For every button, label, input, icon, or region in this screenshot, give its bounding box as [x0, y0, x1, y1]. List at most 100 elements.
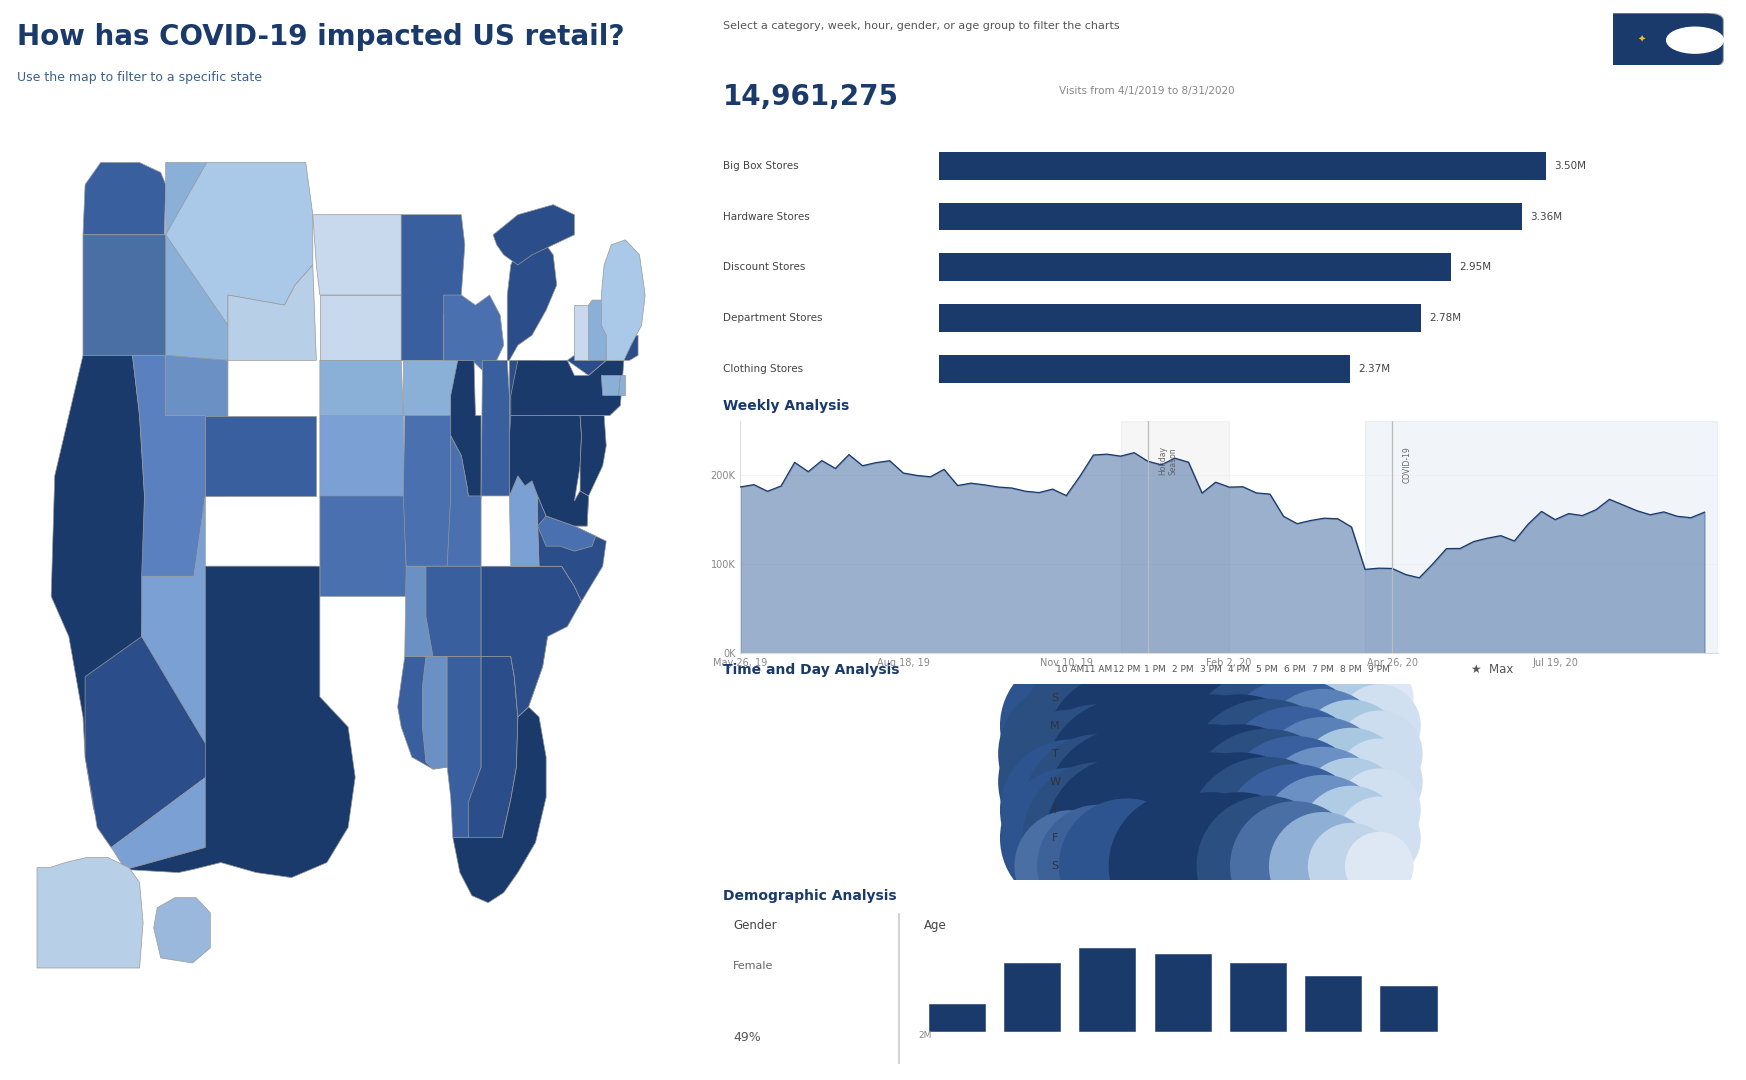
Point: [1084, 829, 1112, 847]
Point: [1310, 858, 1337, 875]
Text: 3 PM: 3 PM: [1200, 665, 1222, 674]
Point: [1282, 717, 1310, 734]
Text: Select a category, week, hour, gender, or age group to filter the charts: Select a category, week, hour, gender, o…: [723, 21, 1119, 30]
FancyBboxPatch shape: [1381, 986, 1437, 1030]
Polygon shape: [512, 606, 548, 717]
FancyBboxPatch shape: [1079, 948, 1135, 1030]
Point: [1084, 745, 1112, 762]
Text: Department Stores: Department Stores: [723, 313, 822, 323]
Point: [1084, 858, 1112, 875]
Point: [1337, 829, 1365, 847]
Point: [1365, 689, 1393, 706]
Point: [1282, 829, 1310, 847]
Point: [1226, 745, 1254, 762]
Text: ✦: ✦: [1638, 35, 1646, 45]
Text: 3.50M: 3.50M: [1554, 161, 1587, 171]
Point: [1196, 801, 1224, 819]
FancyBboxPatch shape: [1004, 963, 1060, 1030]
Point: [1282, 745, 1310, 762]
Text: 7 PM: 7 PM: [1313, 665, 1334, 674]
Text: ★  Max: ★ Max: [1470, 663, 1514, 676]
Polygon shape: [84, 162, 166, 234]
Text: 2.37M: 2.37M: [1358, 364, 1390, 374]
FancyBboxPatch shape: [1304, 976, 1362, 1030]
Point: [1168, 801, 1196, 819]
Text: Visits from 4/1/2019 to 8/31/2020: Visits from 4/1/2019 to 8/31/2020: [1060, 85, 1234, 95]
Point: [1084, 773, 1112, 791]
Text: 4 PM: 4 PM: [1227, 665, 1250, 674]
Point: [1140, 745, 1168, 762]
Point: [1254, 773, 1282, 791]
Point: [1168, 689, 1196, 706]
Point: [1056, 717, 1084, 734]
Point: [1226, 801, 1254, 819]
Point: [1196, 829, 1224, 847]
Point: [1196, 717, 1224, 734]
Point: [1365, 745, 1393, 762]
Text: 3.36M: 3.36M: [1529, 212, 1563, 221]
Text: 6 PM: 6 PM: [1283, 665, 1306, 674]
Text: COVID-19: COVID-19: [1404, 446, 1413, 483]
Text: W: W: [1049, 777, 1060, 787]
Polygon shape: [166, 162, 232, 361]
Point: [1168, 717, 1196, 734]
Text: 10 AM: 10 AM: [1056, 665, 1084, 674]
Polygon shape: [512, 361, 623, 416]
Point: [1226, 717, 1254, 734]
Text: Demographic Analysis: Demographic Analysis: [723, 890, 896, 903]
Point: [1140, 717, 1168, 734]
Text: How has COVID-19 impacted US retail?: How has COVID-19 impacted US retail?: [17, 23, 625, 51]
Polygon shape: [37, 858, 143, 968]
Point: [1168, 773, 1196, 791]
Point: [1254, 801, 1282, 819]
Point: [1056, 801, 1084, 819]
Text: Hardware Stores: Hardware Stores: [723, 212, 810, 221]
Text: Time and Day Analysis: Time and Day Analysis: [723, 663, 899, 676]
Polygon shape: [443, 295, 505, 370]
Text: T: T: [1051, 805, 1058, 815]
Polygon shape: [133, 355, 206, 577]
Polygon shape: [126, 566, 354, 878]
Text: Gender: Gender: [733, 919, 777, 932]
Polygon shape: [492, 204, 574, 265]
Text: M: M: [1049, 720, 1060, 731]
Polygon shape: [154, 897, 210, 963]
Point: [1310, 745, 1337, 762]
Polygon shape: [618, 376, 625, 395]
Point: [1337, 773, 1365, 791]
FancyBboxPatch shape: [1229, 963, 1287, 1030]
Polygon shape: [206, 416, 316, 496]
Point: [1254, 745, 1282, 762]
Point: [1196, 773, 1224, 791]
Polygon shape: [482, 566, 581, 717]
Point: [1168, 829, 1196, 847]
FancyBboxPatch shape: [1154, 954, 1210, 1030]
Point: [1168, 745, 1196, 762]
Polygon shape: [166, 162, 313, 325]
Text: 11 AM: 11 AM: [1084, 665, 1112, 674]
FancyBboxPatch shape: [1599, 13, 1723, 67]
Point: [1140, 801, 1168, 819]
Point: [1365, 717, 1393, 734]
FancyBboxPatch shape: [929, 1004, 985, 1030]
Polygon shape: [403, 416, 482, 566]
Polygon shape: [567, 335, 637, 376]
Point: [1310, 689, 1337, 706]
Text: 49%: 49%: [733, 1030, 761, 1043]
Text: 2M: 2M: [918, 1030, 932, 1040]
Point: [1056, 689, 1084, 706]
Point: [1112, 773, 1140, 791]
Text: 14,961,275: 14,961,275: [723, 83, 899, 111]
Polygon shape: [510, 476, 540, 566]
Text: Clothing Stores: Clothing Stores: [723, 364, 803, 374]
Point: [1140, 773, 1168, 791]
Polygon shape: [450, 361, 482, 536]
Point: [1310, 717, 1337, 734]
Point: [1365, 858, 1393, 875]
Polygon shape: [398, 657, 482, 769]
Text: 1 PM: 1 PM: [1144, 665, 1166, 674]
Point: [1056, 829, 1084, 847]
Point: [1337, 689, 1365, 706]
Point: [1226, 689, 1254, 706]
Text: Age: Age: [924, 919, 946, 932]
